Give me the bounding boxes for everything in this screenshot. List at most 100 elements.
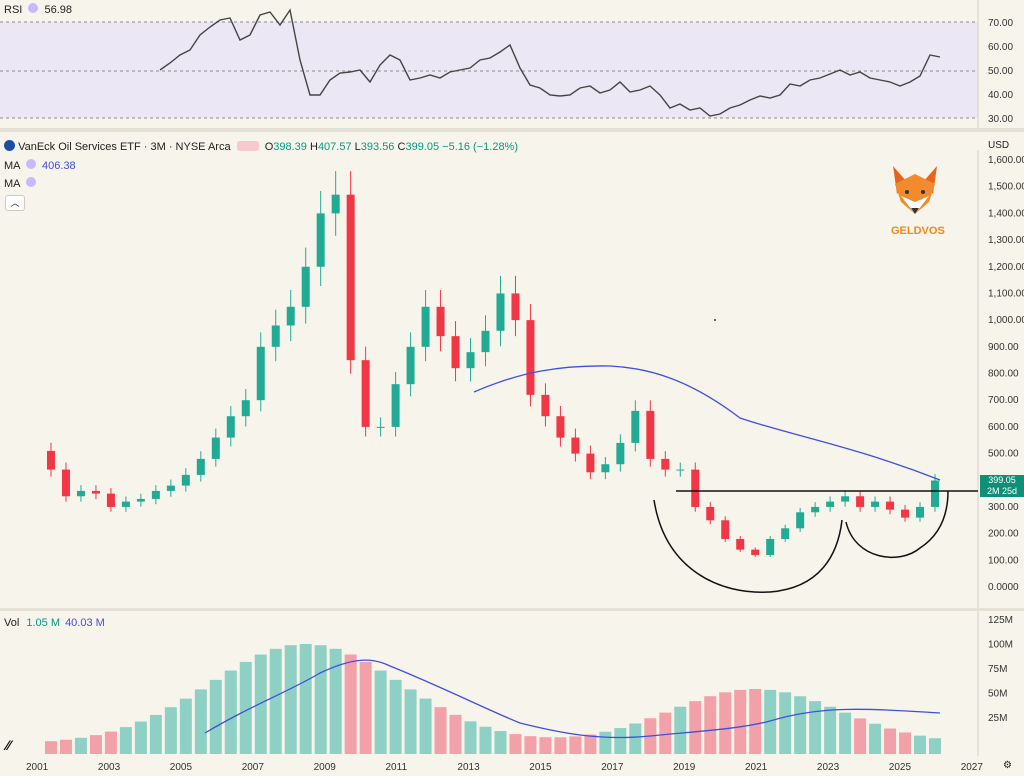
price-tick-label: 0.0000 — [988, 582, 1019, 593]
pane-divider-volume[interactable] — [0, 608, 1024, 611]
volume-bar — [464, 721, 477, 754]
price-tick-label: 600.00 — [988, 422, 1019, 433]
volume-bar — [74, 737, 87, 754]
volume-bar — [794, 696, 807, 754]
volume-bar — [779, 692, 792, 754]
time-tick-label: 2009 — [314, 762, 337, 773]
volume-bar — [494, 730, 507, 754]
volume-bar — [374, 670, 387, 754]
volume-bar — [224, 670, 237, 754]
currency-label[interactable]: USD — [988, 140, 1010, 151]
time-tick-label: 2027 — [961, 762, 984, 773]
candle-body — [196, 458, 205, 475]
candle-body — [841, 496, 850, 502]
candle-body — [496, 293, 505, 331]
ma1-legend[interactable]: MA 406.38 — [4, 159, 76, 172]
volume-bar — [104, 731, 117, 754]
candle-body — [106, 493, 115, 507]
candle-body — [766, 538, 775, 555]
candle-body — [646, 410, 655, 459]
candle-body — [316, 213, 325, 267]
price-tick-label: 1,400.00 — [988, 208, 1024, 219]
volume-bar — [209, 679, 222, 754]
candle-body — [436, 306, 445, 337]
volume-bar — [554, 737, 567, 754]
volume-bar — [854, 718, 867, 754]
volume-tick-label: 125M — [988, 615, 1013, 626]
candle-body — [121, 501, 130, 507]
candle-body — [676, 469, 685, 471]
volume-bar — [899, 732, 912, 754]
candle-body — [151, 490, 160, 499]
volume-bar — [194, 689, 207, 754]
chevron-up-icon: ︿ — [10, 198, 20, 208]
last-price-tag: 399.05 2M 25d — [980, 475, 1024, 497]
volume-bar — [179, 698, 192, 754]
price-tick-label: 1,200.00 — [988, 262, 1024, 273]
volume-bar — [449, 714, 462, 754]
collapse-legend-button[interactable]: ︿ — [5, 195, 25, 211]
time-tick-label: 2013 — [457, 762, 480, 773]
moving-average-line — [473, 365, 941, 481]
candle-body — [241, 400, 250, 417]
price-tick-label: 300.00 — [988, 502, 1019, 513]
volume-bar — [914, 735, 927, 754]
settings-gear-icon[interactable]: ⚙ — [1003, 760, 1012, 771]
candle-body — [721, 520, 730, 539]
candle-body — [46, 450, 55, 470]
candle-body — [796, 512, 805, 529]
candle-body — [616, 442, 625, 465]
price-tick-label: 1,000.00 — [988, 315, 1024, 326]
price-tick-label: 1,100.00 — [988, 288, 1024, 299]
volume-bar — [629, 723, 642, 754]
high-label: H — [309, 141, 318, 153]
volume-bar — [719, 692, 732, 754]
price-tick-label: 800.00 — [988, 369, 1019, 380]
candle-body — [466, 352, 475, 369]
symbol-flags-icon[interactable] — [236, 141, 259, 151]
bar-countdown: 2M 25d — [986, 486, 1018, 496]
candle-body — [706, 506, 715, 521]
pane-divider-rsi[interactable] — [0, 128, 1024, 132]
candle-body — [331, 194, 340, 214]
candle-body — [211, 437, 220, 459]
time-tick-label: 2025 — [889, 762, 912, 773]
tradingview-logo-icon[interactable]: ⁄⁄ — [6, 737, 11, 753]
candle-body — [346, 194, 355, 361]
time-tick-label: 2011 — [386, 762, 408, 773]
candle-body — [136, 498, 145, 502]
candle-body — [931, 480, 939, 507]
volume-bar — [659, 712, 672, 754]
candle-body — [781, 528, 790, 539]
candle-body — [916, 506, 925, 518]
volume-bar — [164, 707, 177, 754]
volume-bar — [734, 689, 747, 754]
rsi-pane: RSI 56.98 70.00 60.00 50.00 40.00 30.00 — [0, 0, 1024, 128]
ma2-legend[interactable]: MA — [4, 177, 39, 190]
open-value: 398.39 — [273, 141, 307, 153]
ma2-settings-icon[interactable] — [25, 177, 36, 187]
volume-tick-label: 75M — [988, 664, 1007, 675]
price-tick-label: 200.00 — [988, 529, 1019, 540]
volume-chart[interactable]: 125M 100M 75M 50M 25M — [0, 611, 1024, 756]
symbol-title[interactable]: VanEck Oil Services ETF · 3M · NYSE Arca — [18, 141, 231, 153]
candle-body — [736, 538, 745, 550]
volume-bar — [299, 643, 312, 754]
candle-body — [586, 453, 595, 473]
time-axis[interactable]: 2001 2003 2005 2007 2009 2011 2013 2015 2017 2019… — [0, 756, 1024, 776]
candle-body — [256, 346, 265, 401]
volume-bar — [404, 689, 417, 754]
rsi-line — [159, 8, 941, 117]
price-tick-label: 1,600.00 — [988, 155, 1024, 166]
rsi-settings-icon[interactable] — [28, 3, 39, 13]
volume-bar — [59, 739, 72, 754]
candle-body — [271, 325, 280, 347]
volume-bar — [344, 654, 357, 754]
volume-bar — [614, 728, 627, 754]
close-label: C — [397, 141, 406, 153]
volume-bar — [89, 735, 102, 754]
rsi-chart: 70.00 60.00 50.00 40.00 30.00 — [0, 0, 1013, 128]
volume-bar — [539, 737, 552, 754]
price-chart[interactable]: 1,600.00 1,500.00 1,400.00 1,300.00 1,200.00… — [0, 150, 1024, 608]
ma1-settings-icon[interactable] — [25, 159, 36, 169]
